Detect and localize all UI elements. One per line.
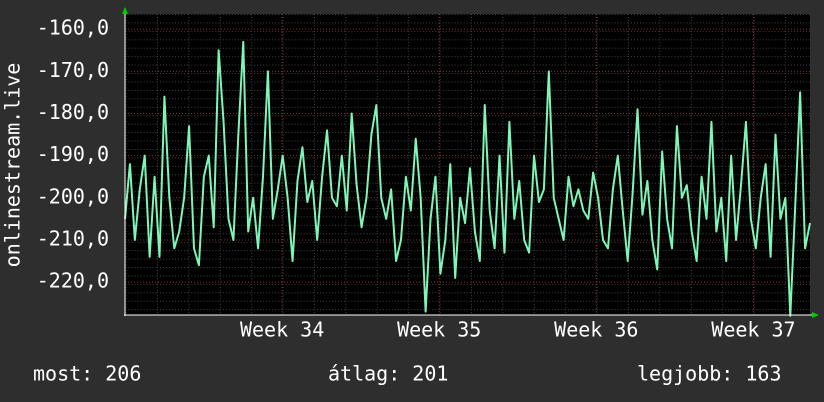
x-tick-label: Week 34 [240,318,324,342]
y-tick-label: -190,0 [37,142,109,166]
y-tick-label: -180,0 [37,100,109,124]
footer-stat: átlag: 201 [328,362,448,386]
minor-grid [125,14,810,315]
axis-arrow [812,312,819,318]
data-line [124,40,811,317]
marks [124,40,811,317]
axis-arrow [122,7,128,14]
y-tick-label: -220,0 [37,269,109,293]
y-tick-label: -170,0 [37,58,109,82]
y-tick-label: -160,0 [37,16,109,40]
y-tick-label: -210,0 [37,226,109,250]
y-axis-title: onlinestream.live [1,63,25,268]
footer-stat: legjobb: 163 [637,362,782,386]
x-tick-label: Week 35 [397,318,481,342]
x-tick-label: Week 37 [711,318,795,342]
x-tick-label: Week 36 [554,318,638,342]
y-tick-label: -200,0 [37,184,109,208]
footer-stat: most: 206 [33,362,141,386]
